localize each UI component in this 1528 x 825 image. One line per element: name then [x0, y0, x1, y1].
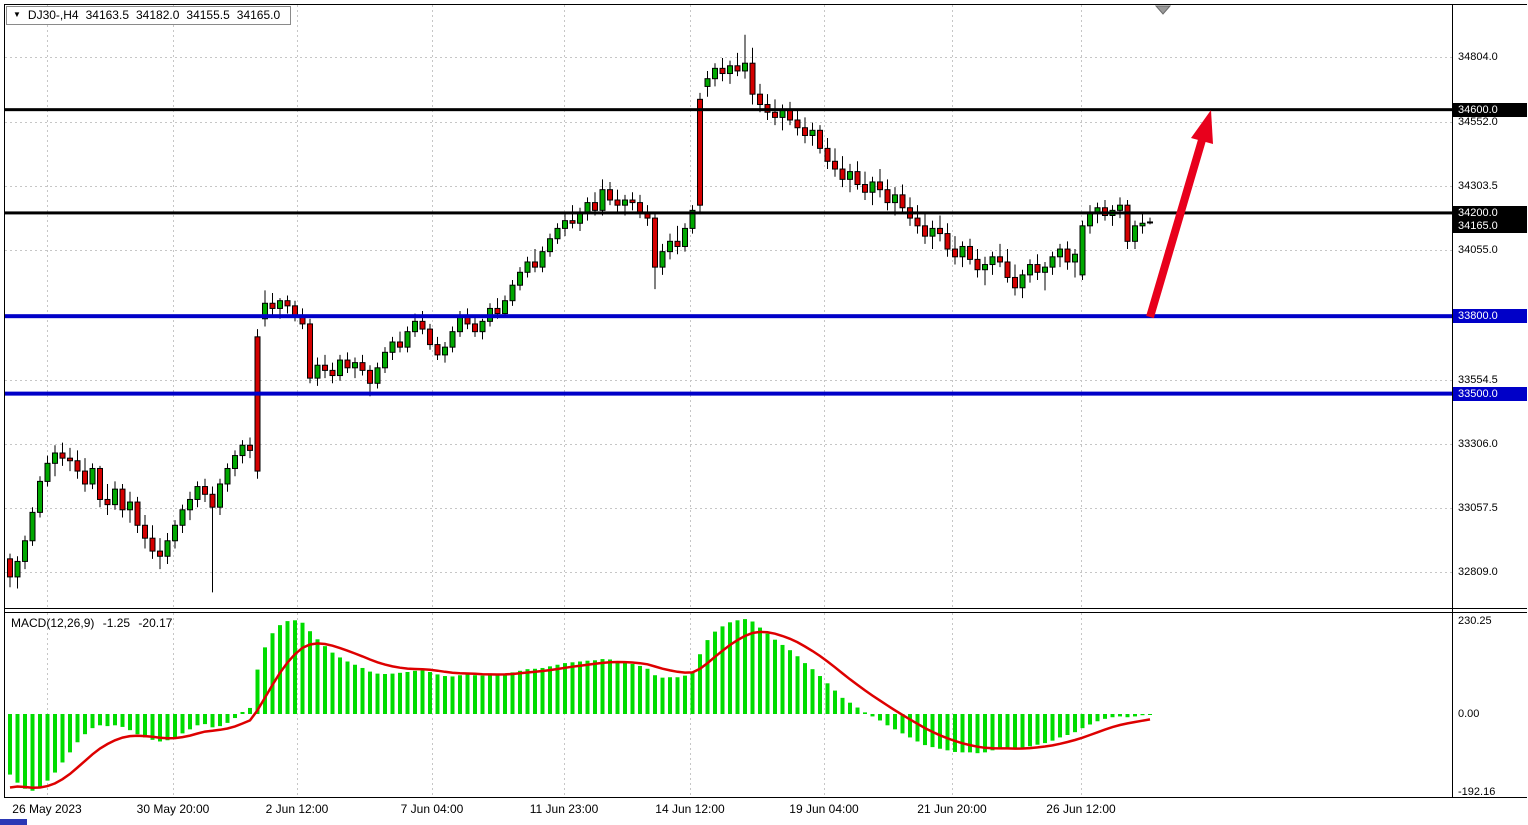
macd-histogram — [8, 619, 1152, 791]
time-tick-label: 19 Jun 04:00 — [789, 802, 859, 816]
time-tick-label: 2 Jun 12:00 — [265, 802, 329, 816]
current-price-badge: 34165.0 — [1453, 218, 1527, 233]
hline-33800.0[interactable] — [5, 314, 1452, 319]
time-tick-label: 11 Jun 23:00 — [529, 802, 599, 816]
ohlc-quote-box: ▼ DJ30-,H4 34163.5 34182.0 34155.5 34165… — [6, 6, 292, 25]
price-tick-label: 34303.5 — [1458, 180, 1498, 193]
price-tick-label: 34804.0 — [1458, 51, 1498, 63]
time-axis[interactable]: 26 May 2023 30 May 20:00 2 Jun 12:00 7 Jun … — [0, 797, 1528, 825]
macd-main-value: -1.25 — [102, 616, 131, 630]
quote-close: 34165.0 — [236, 8, 281, 22]
quote-high: 34182.0 — [136, 8, 180, 22]
price-tick-label: 33057.5 — [1458, 501, 1498, 514]
hline-33500.0[interactable] — [5, 391, 1452, 396]
price-tick-label: 32809.0 — [1458, 565, 1498, 578]
level-badge-33500.0: 33500.0 — [1453, 386, 1527, 401]
pane-frames — [4, 4, 1527, 798]
trend-arrow[interactable] — [1146, 110, 1213, 319]
quote-low: 34155.5 — [186, 8, 230, 22]
shift-marker-icon — [1154, 5, 1172, 15]
level-badge-34200.0: 34200.0 — [1453, 205, 1527, 220]
hline-34600.0[interactable] — [5, 108, 1452, 112]
macd-tick-label: -192.16 — [1458, 785, 1496, 798]
price-axis[interactable]: 34804.0 34552.0 34303.5 34055.0 33554.5 33306… — [1452, 0, 1528, 825]
time-tick-label: 7 Jun 04:00 — [400, 802, 464, 816]
time-tick-label: 30 May 20:00 — [136, 802, 210, 816]
macd-tick-label: 0.00 — [1458, 708, 1480, 720]
time-tick-label: 26 Jun 12:00 — [1046, 802, 1116, 816]
price-tick-label: 33306.0 — [1458, 437, 1498, 450]
expand-caret-icon[interactable]: ▼ — [13, 10, 21, 19]
macd-indicator-label: MACD(12,26,9) -1.25 -20.17 — [11, 616, 177, 630]
level-badge-34600.0: 34600.0 — [1453, 102, 1527, 117]
statusbar-fragment — [0, 819, 27, 825]
macd-name: MACD(12,26,9) — [11, 616, 95, 630]
price-tick-label: 34055.0 — [1458, 244, 1498, 257]
symbol-timeframe-label: DJ30-,H4 — [27, 8, 79, 22]
macd-tick-label: 230.25 — [1458, 615, 1492, 627]
price-tick-label: 34552.0 — [1458, 116, 1498, 129]
time-tick-label: 21 Jun 20:00 — [917, 802, 987, 816]
level-badge-33800.0: 33800.0 — [1453, 309, 1527, 324]
price-tick-label: 33554.5 — [1458, 373, 1498, 386]
hline-34200.0[interactable] — [5, 211, 1452, 215]
time-tick-label: 26 May 2023 — [12, 802, 82, 816]
quote-open: 34163.5 — [85, 8, 129, 22]
macd-signal-value: -20.17 — [138, 616, 173, 630]
time-tick-label: 14 Jun 12:00 — [655, 802, 725, 816]
macd-signal-line — [9, 630, 1151, 789]
